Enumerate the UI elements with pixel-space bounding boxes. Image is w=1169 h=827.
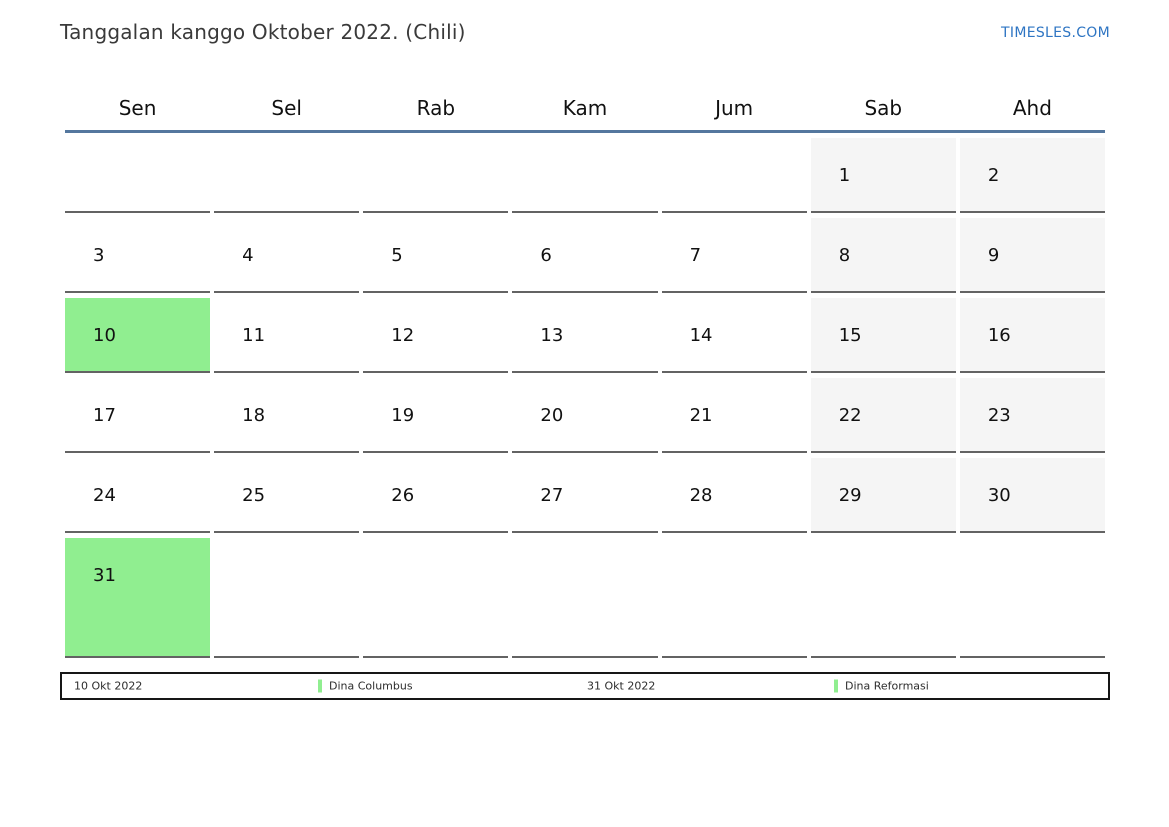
day-cell-19: 19: [363, 378, 509, 453]
day-cell-27: 27: [512, 458, 658, 533]
day-cell-31-holiday: 31: [65, 538, 211, 658]
legend-holiday-text: Dina Reformasi: [845, 679, 929, 693]
page-title: Tanggalan kanggo Oktober 2022. (Chili): [60, 20, 466, 44]
weekday-header-mon: Sen: [118, 95, 157, 120]
day-cell-10-holiday: 10: [65, 298, 211, 373]
day-cell-3: 3: [65, 218, 211, 293]
day-cell-26: 26: [363, 458, 509, 533]
day-cell-8: 8: [810, 218, 956, 293]
calendar: Sen Sel Rab Kam Jum Sab Ahd 1 2 3 4 5 6 …: [65, 85, 1105, 658]
day-cell-2: 2: [959, 138, 1105, 213]
weekday-header-thu: Kam: [562, 95, 608, 120]
day-cell-9: 9: [959, 218, 1105, 293]
legend-holiday: Dina Reformasi: [834, 679, 929, 693]
holiday-marker-icon: [834, 679, 838, 693]
day-cell-empty: [512, 538, 658, 658]
day-cell-21: 21: [661, 378, 807, 453]
day-cell-empty: [661, 138, 807, 213]
legend-holiday: Dina Columbus: [318, 679, 413, 693]
day-cell-empty: [214, 538, 360, 658]
day-cell-29: 29: [810, 458, 956, 533]
day-cell-empty: [65, 138, 211, 213]
weekday-header-sun: Ahd: [1012, 95, 1052, 120]
day-cell-empty: [363, 138, 509, 213]
day-cell-1: 1: [810, 138, 956, 213]
holiday-marker-icon: [318, 679, 322, 693]
weekday-header-wed: Rab: [416, 95, 456, 120]
weekday-header-fri: Jum: [715, 95, 754, 120]
day-cell-11: 11: [214, 298, 360, 373]
day-cell-23: 23: [959, 378, 1105, 453]
day-cell-6: 6: [512, 218, 658, 293]
day-cell-4: 4: [214, 218, 360, 293]
day-cell-empty: [214, 138, 360, 213]
weekday-header-tue: Sel: [271, 95, 302, 120]
day-cell-22: 22: [810, 378, 956, 453]
day-cell-18: 18: [214, 378, 360, 453]
day-cell-24: 24: [65, 458, 211, 533]
day-cell-5: 5: [363, 218, 509, 293]
legend-date: 31 Okt 2022: [587, 680, 655, 693]
day-cell-30: 30: [959, 458, 1105, 533]
day-cell-12: 12: [363, 298, 509, 373]
weekday-header-sat: Sab: [864, 95, 903, 120]
day-cell-25: 25: [214, 458, 360, 533]
day-cell-7: 7: [661, 218, 807, 293]
weekday-header-row: Sen Sel Rab Kam Jum Sab Ahd: [65, 85, 1105, 133]
calendar-grid: 1 2 3 4 5 6 7 8 9 10 11 12 13 14 15 16 1…: [65, 138, 1105, 658]
day-cell-17: 17: [65, 378, 211, 453]
day-cell-16: 16: [959, 298, 1105, 373]
day-cell-empty: [512, 138, 658, 213]
legend-date: 10 Okt 2022: [74, 680, 142, 693]
day-cell-empty: [363, 538, 509, 658]
day-cell-empty: [810, 538, 956, 658]
day-cell-14: 14: [661, 298, 807, 373]
site-link[interactable]: TIMESLES.COM: [1001, 25, 1110, 41]
legend-date-text: 10 Okt 2022: [74, 679, 143, 693]
day-cell-20: 20: [512, 378, 658, 453]
day-cell-28: 28: [661, 458, 807, 533]
day-cell-empty: [959, 538, 1105, 658]
day-cell-13: 13: [512, 298, 658, 373]
legend-holiday-text: Dina Columbus: [329, 679, 413, 693]
day-cell-empty: [661, 538, 807, 658]
day-cell-15: 15: [810, 298, 956, 373]
holidays-legend-bar: 10 Okt 2022 Dina Columbus 31 Okt 2022 Di…: [60, 672, 1110, 700]
legend-date-text: 31 Okt 2022: [587, 679, 656, 693]
